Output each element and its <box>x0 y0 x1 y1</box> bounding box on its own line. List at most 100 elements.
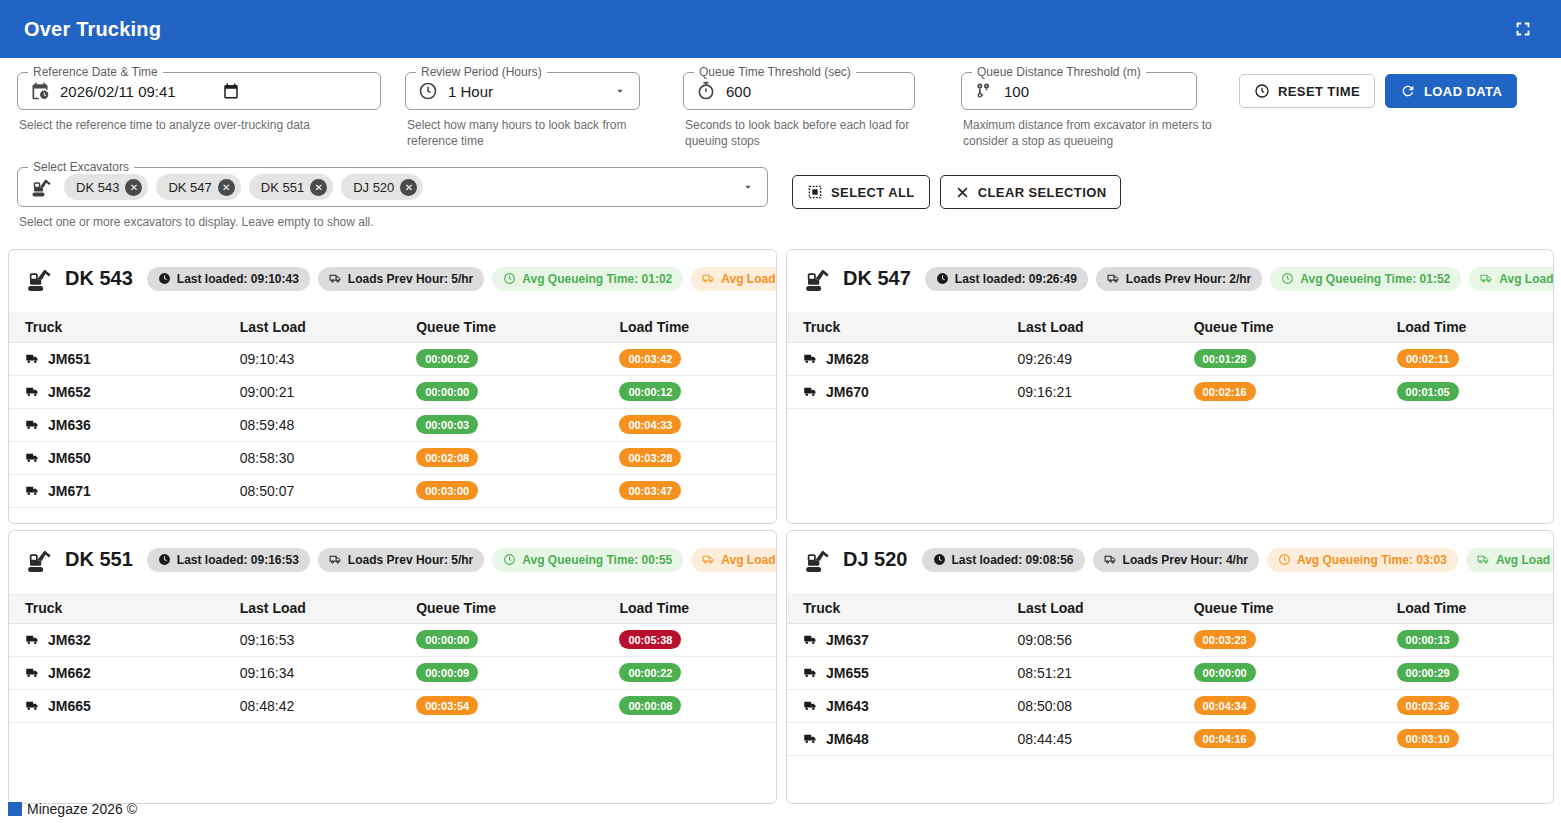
last-load-time: 09:10:43 <box>240 351 295 367</box>
load-data-button[interactable]: LOAD DATA <box>1385 74 1517 108</box>
queue-distance-threshold-field[interactable]: Queue Distance Threshold (m) 100 <box>961 72 1197 110</box>
truck-table-body: JM637 09:08:56 00:03:23 00:00:13 JM655 0… <box>787 623 1553 755</box>
queue-time-badge: 00:00:00 <box>416 382 478 401</box>
excavator-multiselect[interactable]: Select Excavators DK 543✕DK 547✕DK 551✕D… <box>17 167 768 207</box>
truck-id: JM651 <box>48 351 91 367</box>
load-time-column-header: Load Time <box>1381 593 1553 624</box>
clock-filled-icon <box>158 272 171 285</box>
queue-time-badge: 00:00:00 <box>416 630 478 649</box>
table-row: JM670 09:16:21 00:02:16 00:01:05 <box>787 375 1553 408</box>
queue-time-badge: 00:03:23 <box>1194 630 1256 649</box>
last-load-time: 09:08:56 <box>1017 632 1072 648</box>
load-time-badge: 00:00:12 <box>619 382 681 401</box>
review-period-value: 1 Hour <box>448 83 493 100</box>
truck-icon <box>25 417 40 432</box>
last-load-time: 08:58:30 <box>240 450 295 466</box>
queue-time-badge: 00:02:08 <box>416 448 478 467</box>
reference-datetime-field[interactable]: Reference Date & Time 2026/02/11 09:41 <box>17 72 381 110</box>
chip-remove-icon[interactable]: ✕ <box>400 179 417 196</box>
load-time-badge: 00:05:38 <box>619 630 681 649</box>
clock-filled-icon <box>936 272 949 285</box>
fullscreen-button[interactable] <box>1509 15 1537 43</box>
truck-column-header: Truck <box>787 593 1001 624</box>
chip-remove-icon[interactable]: ✕ <box>218 179 235 196</box>
load-time-badge: 00:00:13 <box>1397 630 1459 649</box>
load-time-column-header: Load Time <box>603 593 776 624</box>
excavator-icon <box>803 264 833 294</box>
last-load-column-header: Last Load <box>1001 593 1177 624</box>
chip-remove-icon[interactable]: ✕ <box>310 179 327 196</box>
loads-prev-hour-badge: Loads Prev Hour: 2/hr <box>1096 267 1262 291</box>
excavator-name: DK 547 <box>843 267 911 290</box>
truck-table: Truck Last Load Queue Time Load Time JM6… <box>787 593 1553 756</box>
queue-distance-threshold-label: Queue Distance Threshold (m) <box>972 65 1146 79</box>
truck-table-body: JM632 09:16:53 00:00:00 00:05:38 JM662 0… <box>9 623 776 722</box>
excavator-chip[interactable]: DJ 520✕ <box>341 174 423 200</box>
avg-queue-badge: Avg Queueing Time: 01:02 <box>492 267 683 291</box>
review-period-label: Review Period (Hours) <box>416 65 547 79</box>
queue-time-badge: 00:04:34 <box>1194 696 1256 715</box>
panel-header: DJ 520 Last loaded: 09:08:56 Loads Prev … <box>787 531 1553 587</box>
excavator-chevron-down-icon[interactable] <box>741 180 755 194</box>
truck-id: JM665 <box>48 698 91 714</box>
last-loaded-badge: Last loaded: 09:26:49 <box>925 267 1088 291</box>
clock-filled-icon <box>933 553 946 566</box>
date-picker-icon[interactable] <box>222 82 240 100</box>
clear-selection-button[interactable]: CLEAR SELECTION <box>940 175 1122 209</box>
excavator-chip[interactable]: DK 543✕ <box>64 174 148 200</box>
truck-icon <box>25 351 40 366</box>
avg-load-badge: Avg Load Time: 01:52 <box>1466 548 1554 572</box>
truck-icon <box>25 698 40 713</box>
truck-icon <box>25 665 40 680</box>
truck-icon <box>803 698 818 713</box>
queue-distance-threshold-helper: Maximum distance from excavator in meter… <box>963 117 1213 149</box>
panels-grid: DK 543 Last loaded: 09:10:43 Loads Prev … <box>0 231 1561 804</box>
chip-remove-icon[interactable]: ✕ <box>125 179 142 196</box>
panel-badges: Last loaded: 09:08:56 Loads Prev Hour: 4… <box>922 548 1555 572</box>
last-load-time: 09:16:53 <box>240 632 295 648</box>
truck-icon <box>702 553 715 566</box>
truck-icon <box>25 632 40 647</box>
clock-outline-icon <box>1281 272 1294 285</box>
truck-icon <box>329 272 342 285</box>
load-time-badge: 00:01:05 <box>1397 382 1459 401</box>
panel-header: DK 551 Last loaded: 09:16:53 Loads Prev … <box>9 531 776 587</box>
load-time-badge: 00:00:22 <box>619 663 681 682</box>
excavator-chip-label: DK 547 <box>168 180 211 195</box>
last-loaded-badge: Last loaded: 09:10:43 <box>147 267 310 291</box>
table-row: JM643 08:50:08 00:04:34 00:03:36 <box>787 689 1553 722</box>
reset-time-button[interactable]: RESET TIME <box>1239 74 1375 108</box>
filter-bar: Reference Date & Time 2026/02/11 09:41 S… <box>0 58 1561 149</box>
last-loaded-text: Last loaded: 09:10:43 <box>177 272 299 286</box>
queue-time-threshold-field[interactable]: Queue Time Threshold (sec) 600 <box>683 72 915 110</box>
truck-id: JM655 <box>826 665 869 681</box>
truck-table-header-row: Truck Last Load Queue Time Load Time <box>787 312 1553 343</box>
excavator-panel: DK 543 Last loaded: 09:10:43 Loads Prev … <box>8 249 777 524</box>
excavator-chip-label: DK 551 <box>261 180 304 195</box>
excavator-panel: DK 551 Last loaded: 09:16:53 Loads Prev … <box>8 530 777 804</box>
excavator-icon <box>25 264 55 294</box>
truck-table: Truck Last Load Queue Time Load Time JM6… <box>9 593 776 723</box>
queue-time-threshold-helper: Seconds to look back before each load fo… <box>685 117 935 149</box>
last-load-column-header: Last Load <box>224 593 400 624</box>
review-period-select[interactable]: Review Period (Hours) 1 Hour <box>405 72 640 110</box>
table-row: JM636 08:59:48 00:00:03 00:04:33 <box>9 408 776 441</box>
queue-time-column-header: Queue Time <box>1178 312 1381 343</box>
select-all-button[interactable]: SELECT ALL <box>792 175 930 209</box>
chevron-down-icon[interactable] <box>613 84 627 98</box>
excavator-chip[interactable]: DK 551 ✕ <box>249 174 333 200</box>
avg-queue-badge: Avg Queueing Time: 00:55 <box>492 548 683 572</box>
queue-time-column-header: Queue Time <box>400 593 603 624</box>
load-time-badge: 00:00:08 <box>619 696 681 715</box>
excavator-name: DK 551 <box>65 548 133 571</box>
queue-time-badge: 00:04:16 <box>1194 729 1256 748</box>
excavator-chip[interactable]: DK 547 ✕ <box>156 174 240 200</box>
select-all-icon <box>807 184 823 200</box>
panel-header: DK 543 Last loaded: 09:10:43 Loads Prev … <box>9 250 776 306</box>
close-icon <box>955 185 970 200</box>
truck-id: JM671 <box>48 483 91 499</box>
truck-id: JM670 <box>826 384 869 400</box>
clock-filled-icon <box>158 553 171 566</box>
queue-time-column-header: Queue Time <box>1178 593 1381 624</box>
clock-icon <box>418 81 438 101</box>
